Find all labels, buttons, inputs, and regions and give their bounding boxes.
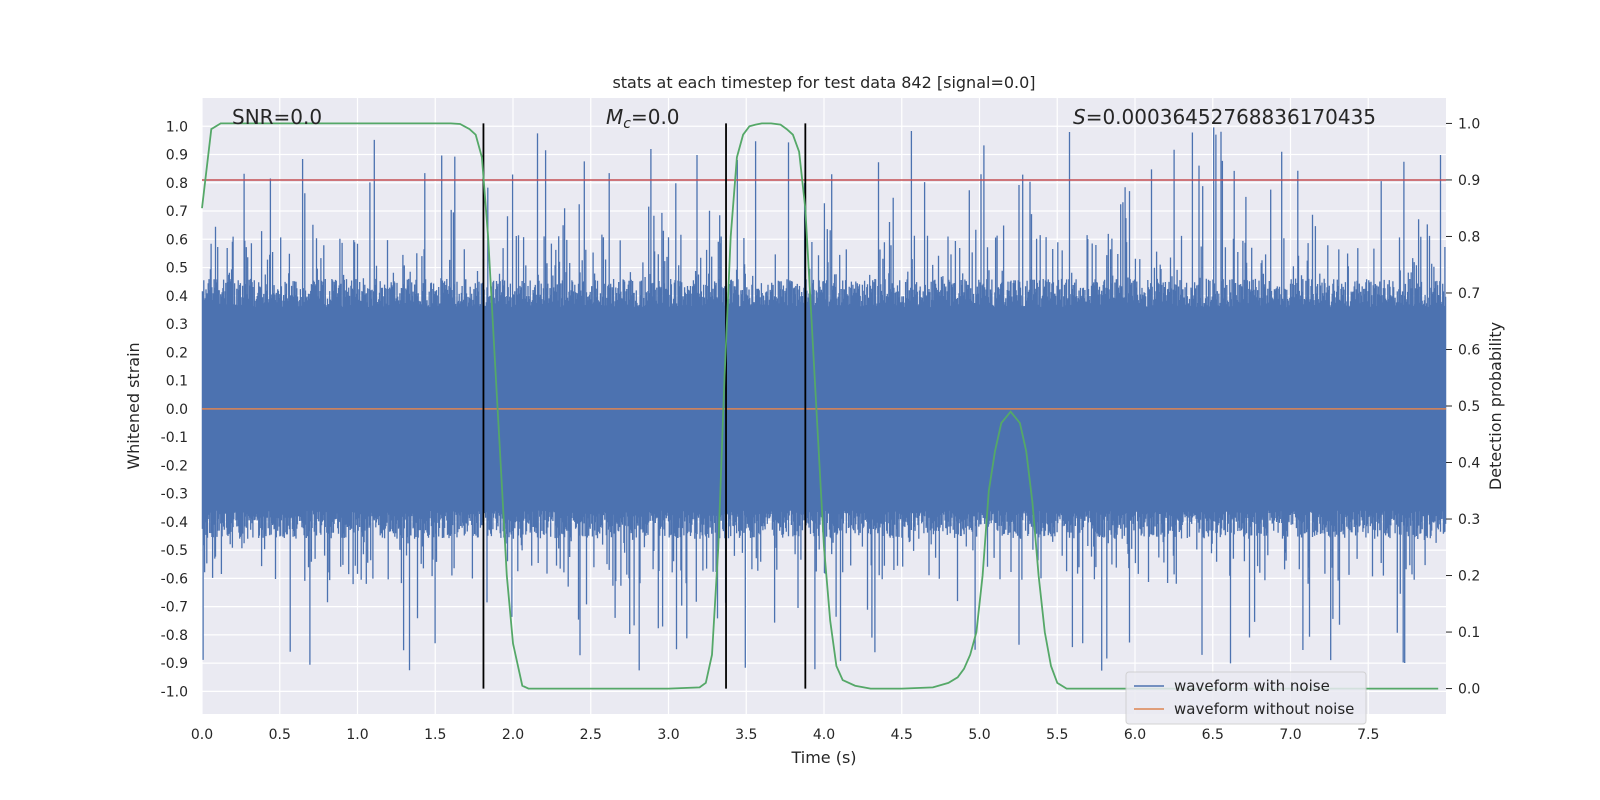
- y-left-tick-label: 0.8: [166, 176, 188, 192]
- y-left-tick-label: 0.1: [166, 374, 188, 390]
- s-annotation: S=0.00036452768836170435: [1073, 105, 1376, 129]
- x-tick-label: 5.0: [968, 727, 990, 743]
- y-right-tick-label: 0.7: [1458, 286, 1480, 302]
- y-right-axis-label: Detection probability: [1486, 322, 1505, 490]
- chart-title: stats at each timestep for test data 842…: [612, 73, 1035, 92]
- y-left-tick-label: 0.6: [166, 232, 188, 248]
- y-left-tick-label: 0.4: [166, 289, 188, 305]
- y-right-tick-label: 0.9: [1458, 173, 1480, 189]
- y-left-tick-label: -0.5: [161, 543, 188, 559]
- y-right-tick-label: 0.8: [1458, 229, 1480, 245]
- y-left-tick-label: 0.9: [166, 148, 188, 164]
- y-left-tick-label: 0.0: [166, 402, 188, 418]
- legend-label-noise: waveform with noise: [1174, 677, 1330, 695]
- y-right-tick-label: 0.1: [1458, 625, 1480, 641]
- x-tick-label: 2.0: [502, 727, 524, 743]
- x-tick-label: 0.0: [191, 727, 213, 743]
- y-left-tick-label: -0.9: [161, 656, 188, 672]
- y-left-tick-label: 0.2: [166, 345, 188, 361]
- mc-value: =0.0: [631, 105, 680, 129]
- y-right-tick-label: 1.0: [1458, 116, 1480, 132]
- mc-annotation: Mc=0.0: [606, 105, 680, 132]
- x-tick-label: 2.5: [580, 727, 602, 743]
- legend-label-clean: waveform without noise: [1174, 700, 1354, 718]
- y-right-tick-label: 0.6: [1458, 342, 1480, 358]
- x-tick-label: 0.5: [269, 727, 291, 743]
- y-left-tick-label: 0.5: [166, 261, 188, 277]
- s-value: =0.00036452768836170435: [1086, 105, 1376, 129]
- x-tick-label: 7.0: [1279, 727, 1301, 743]
- y-left-tick-label: -0.2: [161, 458, 188, 474]
- y-right-tick-label: 0.5: [1458, 399, 1480, 415]
- y-left-tick-label: -1.0: [161, 684, 188, 700]
- s-symbol: S: [1073, 105, 1086, 129]
- legend-box: [1125, 671, 1367, 725]
- y-right-tick-label: 0.4: [1458, 456, 1480, 472]
- y-left-tick-label: -0.3: [161, 487, 188, 503]
- x-tick-label: 5.5: [1046, 727, 1068, 743]
- x-tick-label: 6.5: [1202, 727, 1224, 743]
- x-tick-label: 6.0: [1124, 727, 1146, 743]
- noise-waveform: [201, 127, 1447, 671]
- x-tick-label: 4.5: [891, 727, 913, 743]
- y-left-tick-label: 0.3: [166, 317, 188, 333]
- y-left-axis-label: Whitened strain: [124, 342, 143, 469]
- y-left-tick-label: -0.6: [161, 571, 188, 587]
- y-right-axis-ticks: 1.0 0.9 0.8 0.7 0.6 0.5 0.4 0.3 0.2 0.1 0.0: [1446, 116, 1480, 698]
- snr-annotation: SNR=0.0: [232, 105, 322, 129]
- x-tick-label: 7.5: [1357, 727, 1379, 743]
- y-right-tick-label: 0.2: [1458, 569, 1480, 585]
- detection-probability-line: [201, 122, 1439, 690]
- x-tick-label: 3.5: [735, 727, 757, 743]
- noise-waveform-path: [201, 127, 1447, 671]
- x-tick-label: 3.0: [657, 727, 679, 743]
- y-left-tick-label: -0.7: [161, 600, 188, 616]
- mc-subscript: c: [623, 116, 631, 132]
- y-left-tick-label: 1.0: [166, 119, 188, 135]
- x-tick-label: 1.5: [424, 727, 446, 743]
- y-left-tick-label: -0.1: [161, 430, 188, 446]
- x-axis-ticks: 0.0 0.5 1.0 1.5 2.0 2.5 3.0 3.5 4.0 4.5 5.0 5.5 6.0 6…: [191, 727, 1380, 743]
- x-axis-label: Time (s): [790, 748, 856, 767]
- legend: waveform with noise waveform without noi…: [1125, 671, 1367, 725]
- x-tick-label: 4.0: [813, 727, 835, 743]
- x-tick-label: 1.0: [346, 727, 368, 743]
- overlay-lines: [201, 122, 1446, 690]
- y-left-tick-label: -0.4: [161, 515, 188, 531]
- y-left-tick-label: -0.8: [161, 628, 188, 644]
- y-left-axis-ticks: 1.0 0.9 0.8 0.7 0.6 0.5 0.4 0.3 0.2 0.1 0.0 -0.1 -0.…: [161, 119, 188, 700]
- y-right-tick-label: 0.0: [1458, 682, 1480, 698]
- mc-symbol: M: [606, 105, 623, 129]
- y-left-tick-label: 0.7: [166, 204, 188, 220]
- y-right-tick-label: 0.3: [1458, 512, 1480, 528]
